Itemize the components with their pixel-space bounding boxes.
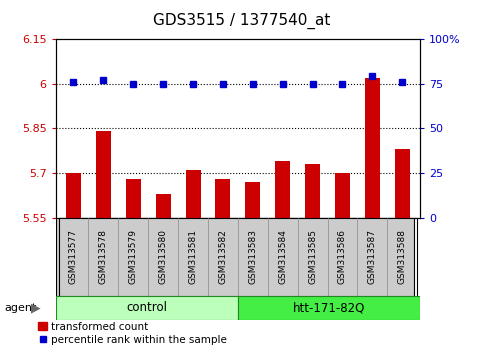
Bar (335, 173, 350, 218)
Text: GSM313587: GSM313587 (368, 229, 377, 284)
Bar (126, 179, 141, 218)
Text: GSM313578: GSM313578 (99, 229, 108, 284)
Bar (365, 78, 380, 218)
Legend: transformed count, percentile rank within the sample: transformed count, percentile rank withi… (34, 317, 231, 349)
Bar (215, 179, 230, 218)
Text: GSM313583: GSM313583 (248, 229, 257, 284)
Text: GSM313577: GSM313577 (69, 229, 78, 284)
Text: GSM313582: GSM313582 (218, 229, 227, 284)
Bar (238, 296, 420, 320)
Bar (275, 161, 290, 218)
Bar (66, 173, 81, 218)
Bar (156, 194, 170, 218)
Bar (245, 182, 260, 218)
Bar (185, 170, 200, 218)
Text: GSM313588: GSM313588 (398, 229, 407, 284)
Text: ▶: ▶ (31, 302, 41, 314)
Text: GSM313581: GSM313581 (188, 229, 198, 284)
Text: htt-171-82Q: htt-171-82Q (293, 302, 365, 314)
Bar (305, 164, 320, 218)
Text: GSM313579: GSM313579 (129, 229, 138, 284)
Text: control: control (126, 302, 167, 314)
Text: GSM313584: GSM313584 (278, 229, 287, 284)
Bar (96, 131, 111, 218)
Text: GSM313580: GSM313580 (158, 229, 168, 284)
Bar (56, 296, 238, 320)
Text: GSM313585: GSM313585 (308, 229, 317, 284)
Text: GDS3515 / 1377540_at: GDS3515 / 1377540_at (153, 12, 330, 29)
Bar (395, 149, 410, 218)
Text: GSM313586: GSM313586 (338, 229, 347, 284)
Text: agent: agent (5, 303, 37, 313)
